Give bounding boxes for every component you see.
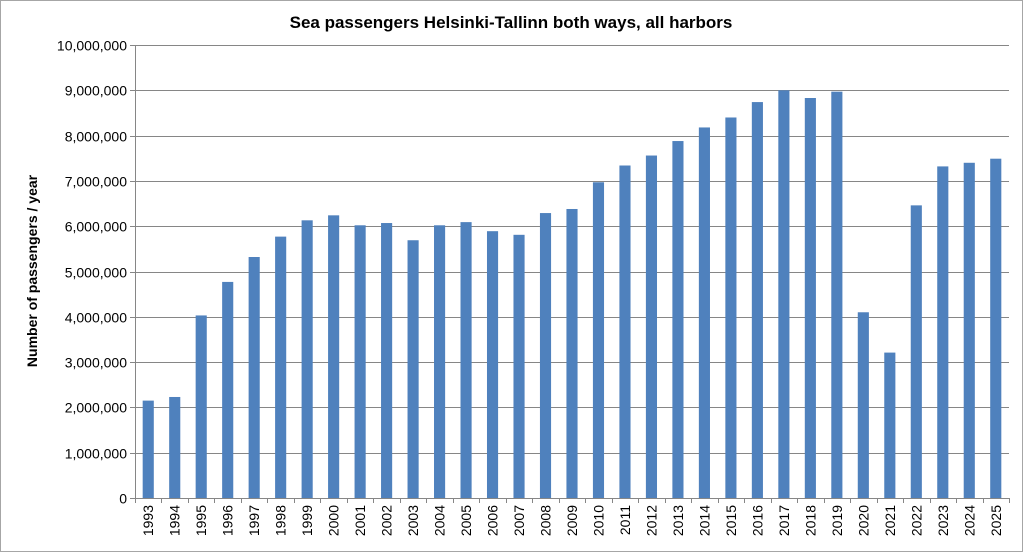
bar-2017 bbox=[778, 90, 790, 499]
y-tick-label: 10,000,000 bbox=[57, 38, 127, 54]
y-tick-label: 9,000,000 bbox=[65, 83, 127, 99]
y-axis-label: Number of passengers / year bbox=[24, 174, 40, 367]
y-tick-label: 1,000,000 bbox=[65, 446, 127, 462]
x-tick-label: 2011 bbox=[617, 505, 633, 535]
y-tick-labels: 0 1,000,000 2,000,000 3,000,000 4,000,000 5,0… bbox=[57, 38, 127, 507]
x-tick-label: 2024 bbox=[961, 505, 977, 536]
bars bbox=[142, 90, 1002, 499]
bar-2014 bbox=[698, 127, 710, 498]
x-tick-label: 2009 bbox=[564, 505, 580, 536]
bar-2025 bbox=[990, 158, 1002, 498]
bar-1999 bbox=[301, 220, 313, 498]
x-tick-label: 1995 bbox=[193, 505, 209, 536]
bar-2008 bbox=[539, 213, 552, 498]
bar-1995 bbox=[195, 315, 207, 498]
x-tick-label: 2005 bbox=[458, 505, 474, 536]
x-tick-label: 1998 bbox=[273, 505, 289, 536]
x-tick-label: 2010 bbox=[590, 505, 606, 536]
bar-2020 bbox=[857, 312, 869, 498]
bar-1998 bbox=[275, 236, 287, 498]
bar-2009 bbox=[566, 208, 578, 499]
x-tick-label: 2021 bbox=[882, 505, 898, 536]
x-tick-label: 1994 bbox=[167, 505, 183, 536]
x-tick-label: 2023 bbox=[935, 505, 951, 536]
bar-1996 bbox=[222, 281, 234, 498]
y-tick-label: 6,000,000 bbox=[65, 219, 127, 235]
x-tick-label: 2020 bbox=[855, 505, 871, 536]
bar-2018 bbox=[804, 98, 816, 498]
x-tick-label: 2022 bbox=[908, 505, 924, 536]
bar-2015 bbox=[725, 117, 737, 498]
x-tick-label: 2008 bbox=[538, 505, 554, 536]
y-tick-label: 2,000,000 bbox=[65, 400, 127, 416]
x-tick-label: 1996 bbox=[220, 505, 236, 536]
bar-2021 bbox=[884, 352, 896, 498]
y-tick-label: 8,000,000 bbox=[65, 129, 127, 145]
y-tick-label: 5,000,000 bbox=[65, 265, 127, 281]
x-tick-label: 1993 bbox=[140, 505, 156, 536]
bar-2011 bbox=[619, 165, 631, 498]
bar-1997 bbox=[248, 257, 260, 498]
x-tick-label: 2016 bbox=[749, 505, 765, 536]
bar-2001 bbox=[354, 225, 366, 499]
bar-1993 bbox=[142, 400, 154, 498]
bar-2003 bbox=[407, 240, 419, 499]
bar-2005 bbox=[460, 222, 472, 498]
x-tick-label: 2006 bbox=[485, 505, 501, 536]
bar-1994 bbox=[169, 396, 181, 498]
bar-2004 bbox=[434, 225, 446, 499]
x-tick-label: 2001 bbox=[352, 505, 368, 536]
x-tick-label: 2015 bbox=[723, 505, 739, 536]
bar-2016 bbox=[751, 102, 763, 498]
bar-2024 bbox=[963, 162, 975, 498]
x-tick-label: 1997 bbox=[246, 505, 262, 536]
x-tick-label: 2004 bbox=[432, 505, 448, 536]
x-tick-label: 2007 bbox=[511, 505, 527, 536]
x-tick-label: 2017 bbox=[776, 505, 792, 536]
y-tick-label: 0 bbox=[119, 491, 127, 507]
bar-2019 bbox=[831, 91, 843, 498]
x-tick-label: 1999 bbox=[299, 505, 315, 536]
y-tick-label: 4,000,000 bbox=[65, 310, 127, 326]
x-tick-labels: 1993 1994 1995 1996 1997 1998 1999 2000 2001 2002… bbox=[140, 505, 1004, 536]
x-tick-label: 2012 bbox=[643, 505, 659, 536]
bar-2023 bbox=[937, 166, 949, 498]
bar-2006 bbox=[486, 231, 499, 498]
x-tick-label: 2000 bbox=[326, 505, 342, 536]
bar-2010 bbox=[592, 182, 605, 498]
bar-2022 bbox=[910, 205, 922, 499]
chart-title: Sea passengers Helsinki-Tallinn both way… bbox=[290, 13, 733, 32]
x-tick-label: 2003 bbox=[405, 505, 421, 536]
axes bbox=[130, 45, 1010, 503]
bar-2012 bbox=[645, 155, 658, 498]
x-tick-label: 2002 bbox=[379, 505, 395, 536]
bar-2000 bbox=[328, 215, 340, 498]
bar-2013 bbox=[672, 141, 684, 499]
y-tick-label: 7,000,000 bbox=[65, 174, 127, 190]
x-tick-label: 2018 bbox=[802, 505, 818, 536]
x-tick-label: 2025 bbox=[988, 505, 1004, 536]
bar-2007 bbox=[513, 234, 525, 498]
x-tick-label: 2013 bbox=[670, 505, 686, 536]
x-tick-label: 2019 bbox=[829, 505, 845, 536]
bar-2002 bbox=[381, 223, 393, 498]
x-tick-label: 2014 bbox=[696, 505, 712, 536]
y-tick-label: 3,000,000 bbox=[65, 355, 127, 371]
